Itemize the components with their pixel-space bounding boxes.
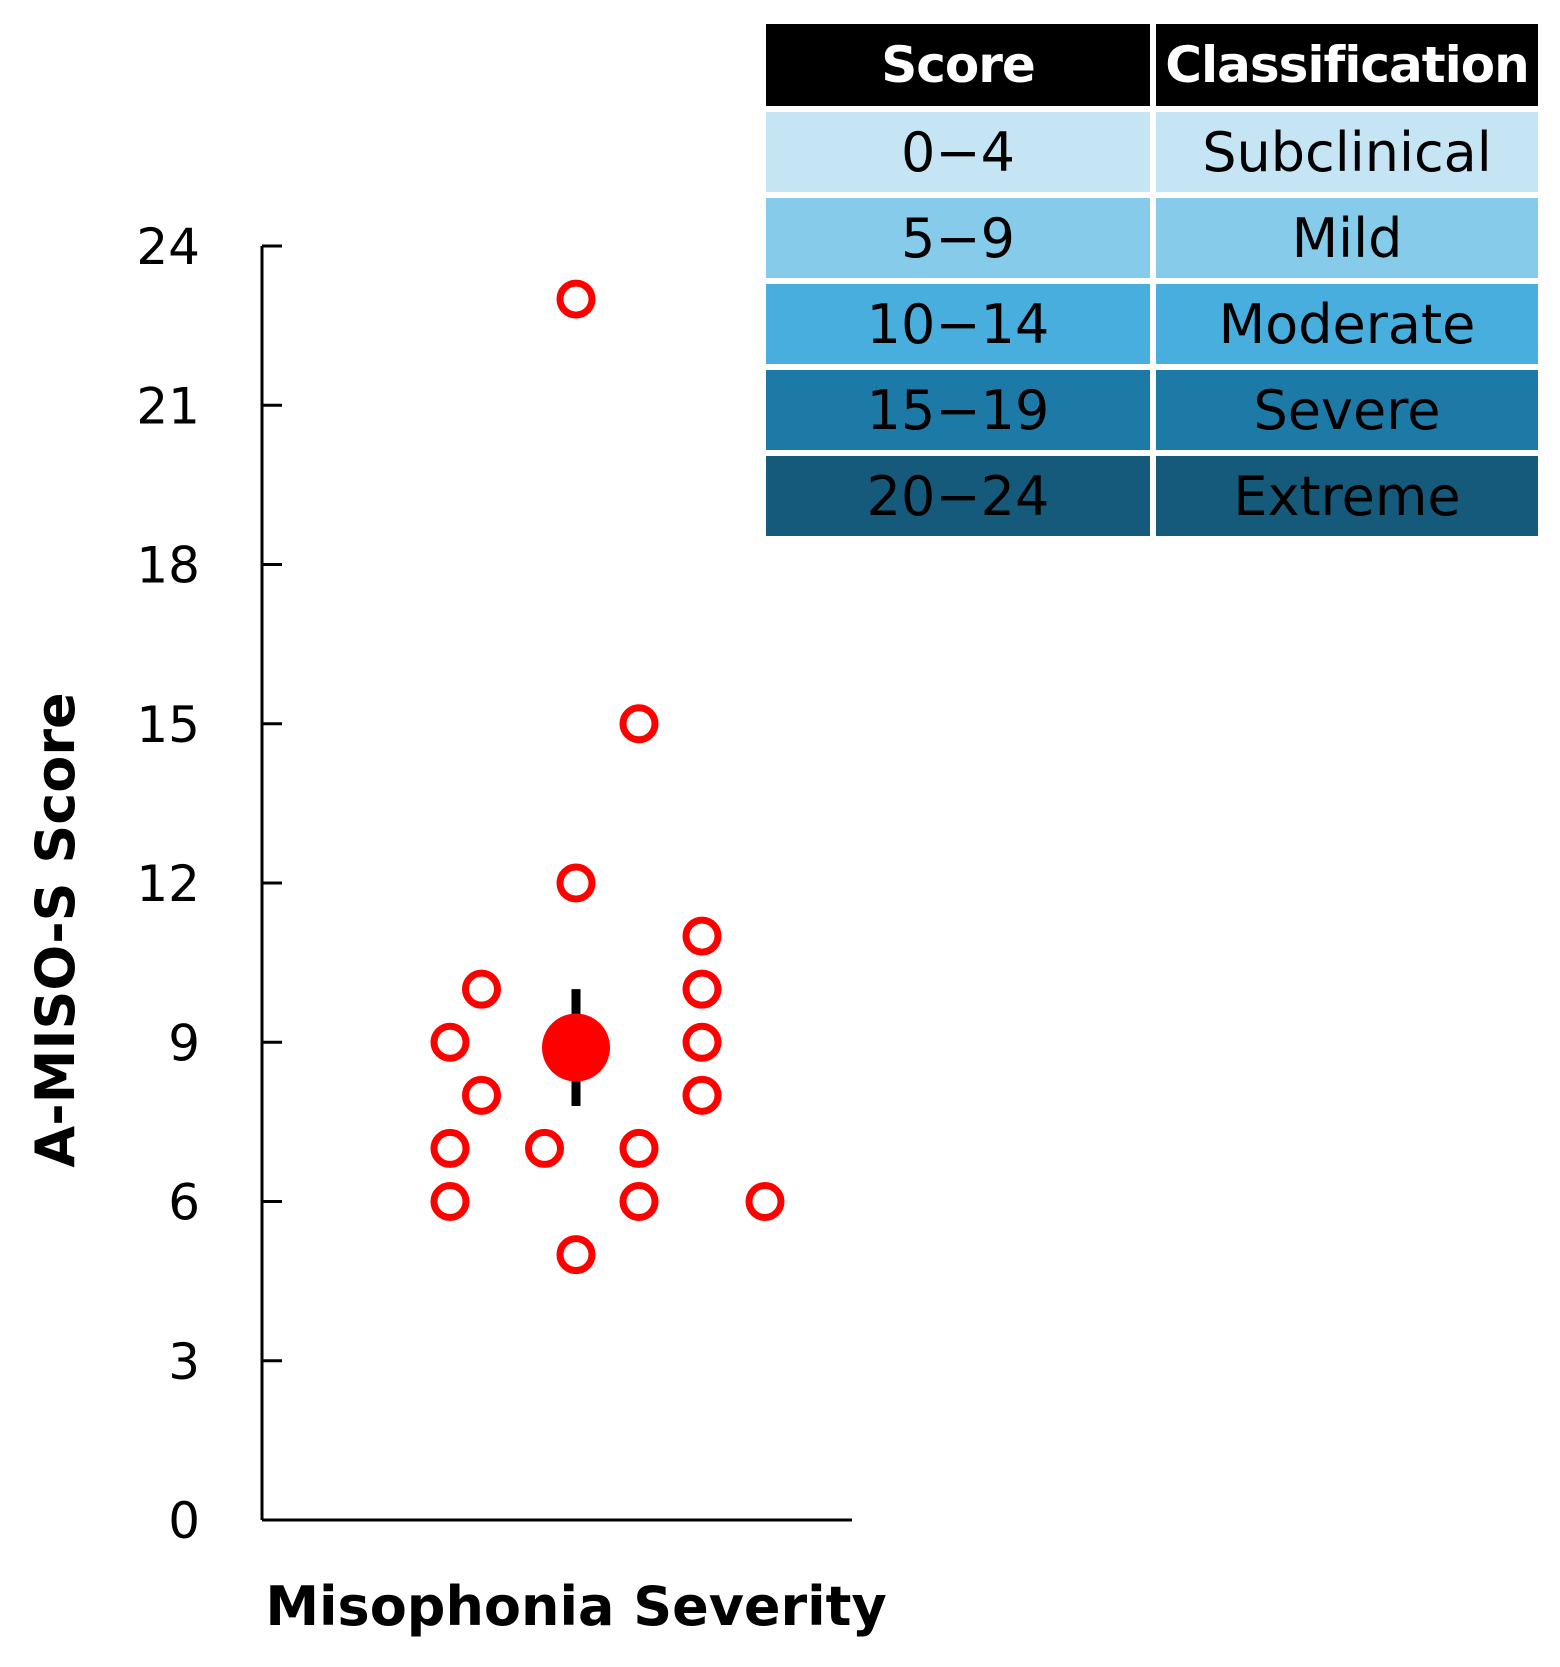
legend-score-range: 20−24 [766, 456, 1150, 536]
y-axis-title: A-MISO-S Score [24, 692, 87, 1167]
data-point [430, 1128, 470, 1168]
y-tick-label: 6 [168, 1174, 200, 1232]
data-point [525, 1128, 564, 1168]
legend-header-classification: Classification [1156, 24, 1538, 106]
legend-classification: Moderate [1156, 284, 1538, 364]
data-point [556, 1235, 596, 1275]
legend-classification: Subclinical [1156, 112, 1538, 192]
legend-classification: Mild [1156, 198, 1538, 278]
y-ticks: 0 3 6 9 12 15 18 21 24 [136, 218, 282, 1550]
y-tick-label: 21 [136, 377, 200, 435]
data-points [430, 279, 785, 1275]
legend-score-range: 10−14 [766, 284, 1150, 364]
mean-marker-group [542, 989, 610, 1106]
data-point [745, 1182, 785, 1221]
y-tick-label: 18 [136, 537, 200, 595]
y-tick-label: 15 [136, 696, 200, 754]
legend-classification: Extreme [1156, 456, 1538, 536]
legend-row: 20−24 Extreme [766, 450, 1538, 536]
data-point [682, 1075, 722, 1115]
data-point [619, 704, 659, 744]
data-point [619, 1182, 659, 1221]
data-point [462, 969, 501, 1009]
legend-row: 10−14 Moderate [766, 278, 1538, 364]
mean-point [542, 1013, 610, 1082]
legend-row: 5−9 Mild [766, 192, 1538, 278]
data-point [462, 1075, 501, 1115]
legend-row: 15−19 Severe [766, 364, 1538, 450]
legend-header-score: Score [766, 24, 1150, 106]
y-tick-label: 0 [168, 1492, 200, 1550]
legend-score-range: 0−4 [766, 112, 1150, 192]
data-point [682, 916, 722, 956]
y-tick-label: 24 [136, 218, 200, 276]
y-tick-label: 3 [168, 1333, 200, 1391]
data-point [556, 279, 596, 319]
legend-row: 0−4 Subclinical [766, 106, 1538, 192]
data-point [430, 1182, 470, 1221]
data-point [619, 1128, 659, 1168]
severity-legend-table: Score Classification 0−4 Subclinical 5−9 Mi… [766, 24, 1538, 536]
y-tick-label: 12 [136, 855, 200, 913]
legend-classification: Severe [1156, 370, 1538, 450]
data-point [430, 1022, 470, 1062]
data-point [556, 863, 596, 903]
data-point [682, 1022, 722, 1062]
data-point [682, 969, 722, 1009]
y-tick-label: 9 [168, 1014, 200, 1072]
legend-score-range: 5−9 [766, 198, 1150, 278]
legend-header-row: Score Classification [766, 24, 1538, 106]
x-axis-title: Misophonia Severity [265, 1575, 886, 1638]
legend-score-range: 15−19 [766, 370, 1150, 450]
